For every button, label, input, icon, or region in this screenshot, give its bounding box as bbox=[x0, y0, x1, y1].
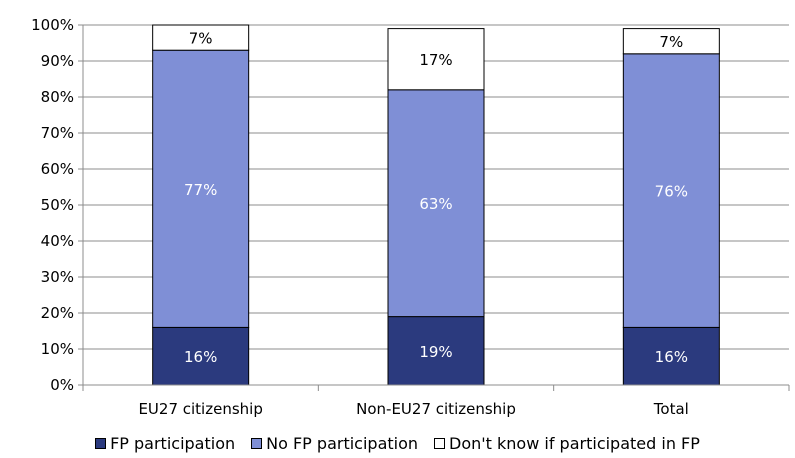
legend-label-fp-participation: FP participation bbox=[110, 434, 236, 453]
data-label-no-fp-participation-non-eu27-citizenship: 63% bbox=[419, 195, 452, 213]
y-tick-label: 0% bbox=[50, 376, 74, 394]
x-category-label: Non-EU27 citizenship bbox=[356, 400, 516, 418]
legend-swatch-fp-participation bbox=[95, 438, 107, 449]
legend-item-dont-know: Don't know if participated in FP bbox=[434, 434, 700, 453]
data-label-don-t-know-if-participated-in-fp-non-eu27-citizenship: 17% bbox=[419, 51, 452, 69]
legend-item-no-fp-participation: No FP participation bbox=[251, 434, 418, 453]
bars: 16% 77% 7% 19% 63% 17% 16% 76% 7% bbox=[152, 24, 720, 386]
bar-don-t-know-if-participated-in-fp-non-eu27-citizenship bbox=[387, 28, 485, 91]
y-tick-label: 20% bbox=[41, 304, 74, 322]
legend-swatch-no-fp-participation bbox=[251, 438, 263, 449]
data-label-don-t-know-if-participated-in-fp-total: 7% bbox=[659, 33, 683, 51]
y-tick-label: 70% bbox=[41, 124, 74, 142]
bar-no-fp-participation-total bbox=[622, 53, 720, 328]
data-label-fp-participation-eu27-citizenship: 16% bbox=[184, 348, 217, 366]
y-tick-label: 30% bbox=[41, 268, 74, 286]
bar-fp-participation-total bbox=[622, 326, 720, 386]
y-tick-label: 90% bbox=[41, 52, 74, 70]
x-category-label: Total bbox=[653, 400, 689, 418]
data-label-fp-participation-total: 16% bbox=[655, 348, 688, 366]
legend-swatch-dont-know bbox=[434, 438, 446, 449]
bar-no-fp-participation-non-eu27-citizenship bbox=[387, 89, 485, 318]
bar-no-fp-participation-eu27-citizenship bbox=[152, 49, 250, 328]
legend-label-dont-know: Don't know if participated in FP bbox=[449, 434, 700, 453]
y-tick-label: 60% bbox=[41, 160, 74, 178]
stacked-bar-chart: 16% 77% 7% 19% 63% 17% 16% 76% 7% 0% 10% 20% 30% 40%… bbox=[31, 16, 790, 418]
y-tick-label: 80% bbox=[41, 88, 74, 106]
y-tick-label: 50% bbox=[41, 196, 74, 214]
legend: FP participation No FP participation Don… bbox=[0, 434, 795, 453]
bar-don-t-know-if-participated-in-fp-total bbox=[622, 28, 720, 55]
data-label-don-t-know-if-participated-in-fp-eu27-citizenship: 7% bbox=[189, 30, 213, 48]
x-category-label: EU27 citizenship bbox=[138, 400, 262, 418]
y-tick-label: 100% bbox=[31, 16, 74, 34]
bar-don-t-know-if-participated-in-fp-eu27-citizenship bbox=[152, 24, 250, 51]
y-tick-label: 40% bbox=[41, 232, 74, 250]
data-label-fp-participation-non-eu27-citizenship: 19% bbox=[419, 343, 452, 361]
data-label-no-fp-participation-eu27-citizenship: 77% bbox=[184, 181, 217, 199]
y-tick-label: 10% bbox=[41, 340, 74, 358]
axes: 0% 10% 20% 30% 40% 50% 60% 70% 80% 90% 100% EU27 ci… bbox=[31, 16, 790, 418]
legend-item-fp-participation: FP participation bbox=[95, 434, 235, 453]
legend-label-no-fp-participation: No FP participation bbox=[266, 434, 419, 453]
bar-fp-participation-non-eu27-citizenship bbox=[387, 316, 485, 386]
data-label-no-fp-participation-total: 76% bbox=[655, 183, 688, 201]
